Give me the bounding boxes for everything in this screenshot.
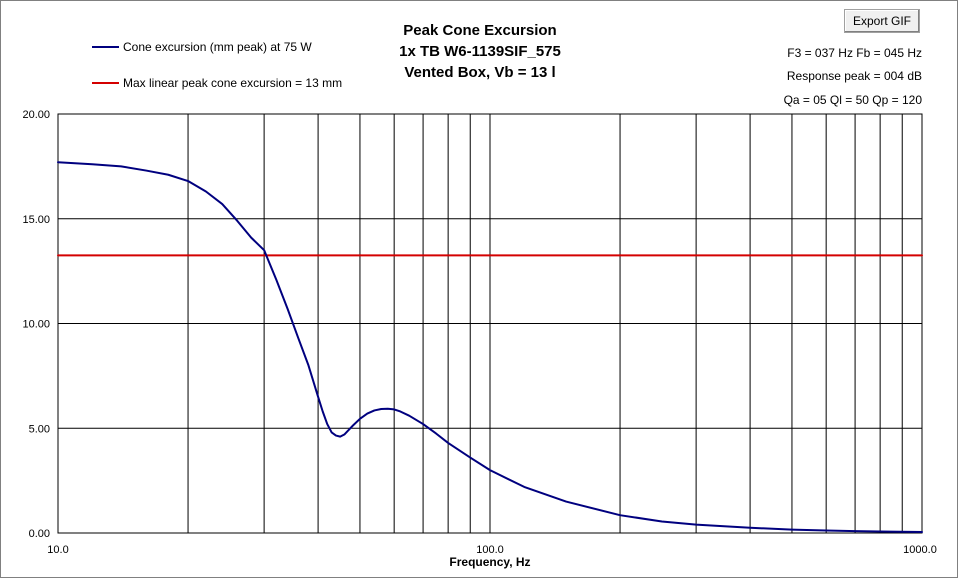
- legend-label-max-linear: Max linear peak cone excursion = 13 mm: [123, 76, 343, 90]
- info-f3-fb: F3 = 037 Hz Fb = 045 Hz: [787, 46, 922, 60]
- info-q-values: Qa = 05 Ql = 50 Qp = 120: [783, 93, 922, 107]
- y-tick-label: 0.00: [29, 528, 50, 540]
- chart-subtitle-driver: 1x TB W6-1139SIF_575: [399, 43, 561, 60]
- y-tick-label: 20.00: [22, 109, 50, 121]
- legend-item-max-linear: Max linear peak cone excursion = 13 mm: [92, 75, 342, 91]
- legend-label-cone-excursion: Cone excursion (mm peak) at 75 W: [123, 40, 312, 54]
- x-tick-label: 1000.0: [903, 544, 937, 556]
- axis-ticks: 0.00 5.00 10.00 15.00 20.00 10.0 100.0 1000.0: [22, 109, 936, 556]
- legend-swatch-red: [92, 82, 119, 84]
- series-line-cone-excursion: [57, 161, 923, 533]
- y-tick-label: 10.00: [22, 319, 50, 331]
- x-axis-label: Frequency, Hz: [449, 555, 530, 569]
- chart-title: Peak Cone Excursion: [403, 22, 557, 39]
- export-gif-button[interactable]: Export GIF: [844, 9, 920, 33]
- x-tick-label: 100.0: [476, 544, 504, 556]
- chart-subtitle-box: Vented Box, Vb = 13 l: [404, 64, 556, 81]
- x-tick-label: 10.0: [47, 544, 68, 556]
- legend-swatch-blue: [92, 46, 119, 48]
- legend-item-cone-excursion: Cone excursion (mm peak) at 75 W: [92, 39, 312, 55]
- y-tick-label: 5.00: [29, 423, 50, 435]
- info-response-peak: Response peak = 004 dB: [786, 69, 922, 83]
- y-tick-label: 15.00: [22, 214, 50, 226]
- plot-grid: [57, 113, 923, 534]
- data-series: [57, 161, 923, 533]
